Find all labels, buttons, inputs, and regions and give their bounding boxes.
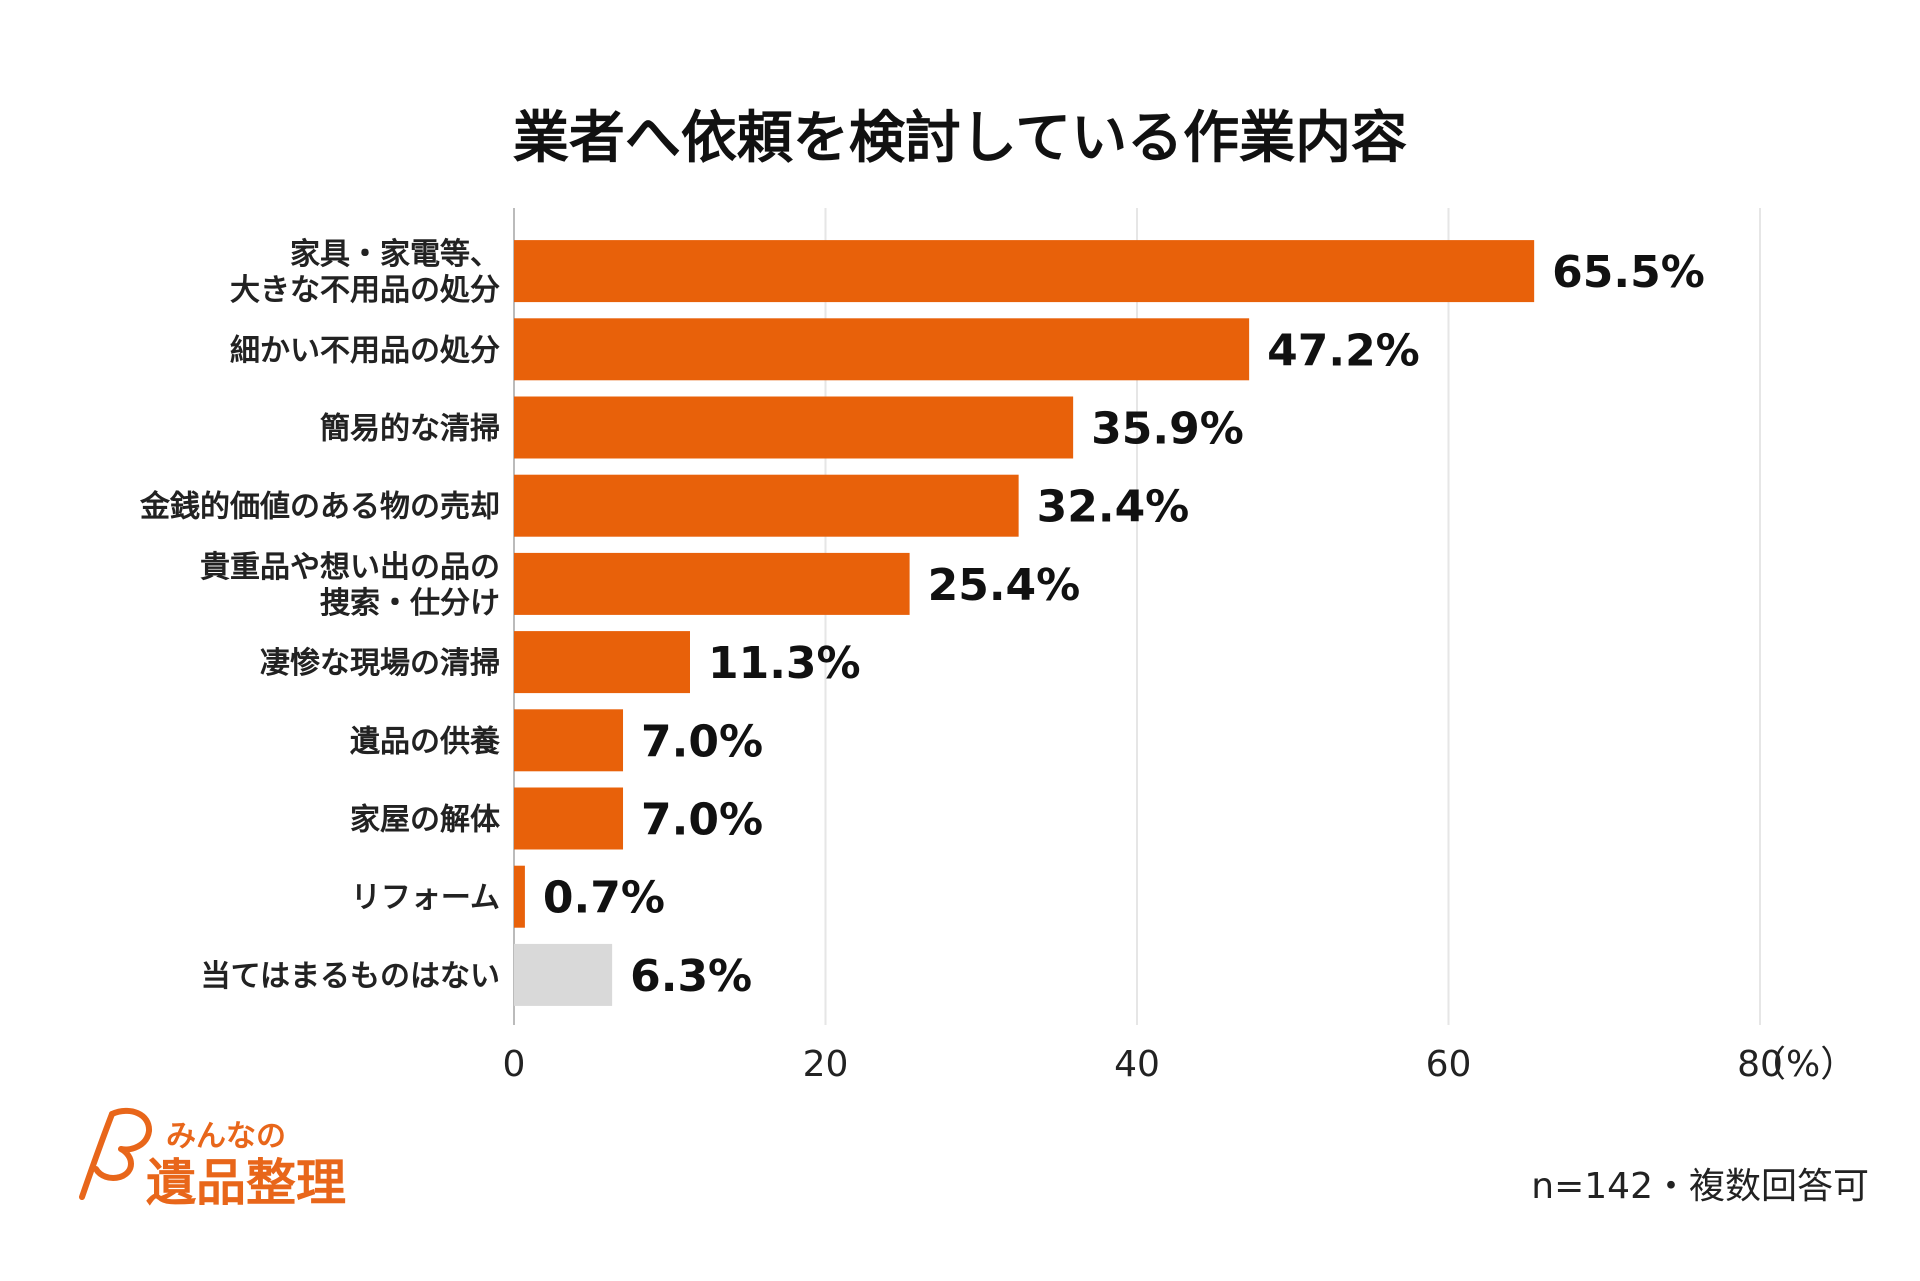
value-label: 7.0% — [641, 716, 763, 767]
bar — [514, 240, 1535, 303]
bars — [514, 240, 1535, 1006]
value-labels: 65.5% 47.2% 35.9% 32.4% 25.4% 11.3% 7.0% 7.0% 0.… — [543, 247, 1705, 1002]
value-label: 65.5% — [1552, 247, 1705, 298]
bar — [514, 396, 1074, 459]
x-tick-label: 80 — [1737, 1044, 1783, 1085]
category-label: 捜索・仕分け — [320, 586, 500, 621]
wing-icon — [79, 1107, 152, 1200]
brand-logo: みんなの 遺品整理 — [79, 1107, 346, 1212]
value-label: 35.9% — [1091, 404, 1244, 455]
category-labels: 家具・家電等、大きな不用品の処分細かい不用品の処分簡易的な清掃金銭的価値のある物… — [139, 237, 501, 994]
x-axis-ticks: 0 20 40 60 80 — [503, 1044, 1783, 1085]
bar — [514, 943, 613, 1006]
category-label: 家屋の解体 — [350, 803, 501, 838]
bar — [514, 552, 910, 615]
x-tick-label: 0 — [503, 1044, 526, 1085]
category-label: 大きな不用品の処分 — [230, 273, 500, 308]
category-label: 凄惨な現場の清掃 — [260, 646, 500, 681]
value-label: 11.3% — [708, 638, 861, 689]
value-label: 25.4% — [928, 560, 1081, 611]
category-label: 金銭的価値のある物の売却 — [139, 490, 500, 525]
category-label: 細かい不用品の処分 — [230, 333, 500, 368]
bar — [514, 631, 690, 694]
bar — [514, 318, 1250, 381]
x-tick-label: 20 — [803, 1044, 849, 1085]
category-label: 貴重品や想い出の品の — [200, 550, 500, 585]
value-label: 47.2% — [1267, 325, 1420, 376]
value-label: 7.0% — [641, 795, 763, 846]
category-label: 遺品の供養 — [350, 724, 500, 759]
category-label: 簡易的な清掃 — [320, 412, 500, 447]
value-label: 6.3% — [630, 951, 752, 1002]
bar — [514, 787, 624, 850]
bar — [514, 709, 624, 772]
category-label: リフォーム — [351, 881, 500, 916]
x-tick-label: 60 — [1426, 1044, 1472, 1085]
logo-line2: 遺品整理 — [146, 1154, 346, 1212]
value-label: 32.4% — [1037, 482, 1190, 533]
x-tick-label: 40 — [1114, 1044, 1160, 1085]
sample-note: n=142・複数回答可 — [1531, 1166, 1869, 1207]
chart-title: 業者へ依頼を検討している作業内容 — [513, 106, 1407, 171]
category-label: 当てはまるものはない — [201, 959, 500, 994]
x-axis-unit-label: （%） — [1750, 1044, 1856, 1085]
value-label: 0.7% — [543, 873, 665, 924]
bar — [514, 865, 525, 928]
category-label: 家具・家電等、 — [290, 237, 500, 272]
bar — [514, 474, 1019, 537]
logo-line1: みんなの — [166, 1119, 286, 1154]
